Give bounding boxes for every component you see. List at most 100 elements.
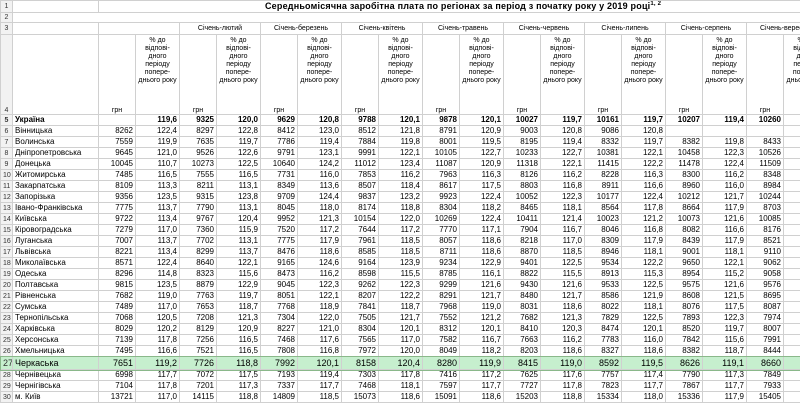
- percent-cell[interactable]: 120,9: [460, 159, 504, 170]
- percent-cell[interactable]: 122,2: [622, 258, 666, 269]
- salary-cell[interactable]: 7582: [423, 335, 460, 346]
- salary-cell[interactable]: 10085: [747, 214, 784, 225]
- percent-cell[interactable]: 121,0: [136, 148, 180, 159]
- row-number[interactable]: 30: [1, 392, 13, 403]
- salary-cell[interactable]: 9878: [423, 115, 460, 126]
- percent-cell[interactable]: 117,0: [136, 225, 180, 236]
- salary-cell[interactable]: 7972: [342, 346, 379, 357]
- percent-cell[interactable]: 121,6: [784, 214, 800, 225]
- percent-cell[interactable]: 119,1: [703, 357, 747, 370]
- percent-cell[interactable]: 116,8: [541, 181, 585, 192]
- percent-cell[interactable]: 117,5: [460, 181, 504, 192]
- percent-cell[interactable]: 118,6: [541, 302, 585, 313]
- salary-cell[interactable]: 9645: [99, 148, 136, 159]
- percent-cell[interactable]: 117,0: [541, 236, 585, 247]
- month-header[interactable]: Січень-серпень: [666, 23, 747, 35]
- percent-cell[interactable]: 113,4: [136, 214, 180, 225]
- percent-cell[interactable]: 119,5: [460, 137, 504, 148]
- percent-cell[interactable]: 116,2: [703, 170, 747, 181]
- percent-cell[interactable]: 117,2: [784, 370, 800, 381]
- percent-cell[interactable]: 122,1: [217, 258, 261, 269]
- percent-cell[interactable]: 113,4: [136, 247, 180, 258]
- percent-cell[interactable]: 113,1: [217, 203, 261, 214]
- percent-cell[interactable]: 119,0: [460, 302, 504, 313]
- percent-cell[interactable]: 116,6: [136, 346, 180, 357]
- salary-cell[interactable]: 7559: [99, 137, 136, 148]
- percent-cell[interactable]: 120,2: [136, 324, 180, 335]
- percent-cell[interactable]: 122,4: [460, 192, 504, 203]
- salary-cell[interactable]: 9576: [747, 280, 784, 291]
- percent-cell[interactable]: 118,9: [784, 357, 800, 370]
- percent-cell[interactable]: 123,9: [379, 258, 423, 269]
- salary-cell[interactable]: 14115: [180, 392, 217, 403]
- percent-cell[interactable]: 117,3: [217, 381, 261, 392]
- percent-cell[interactable]: 122,5: [622, 280, 666, 291]
- percent-cell[interactable]: 116,2: [541, 170, 585, 181]
- salary-cell[interactable]: 10105: [423, 148, 460, 159]
- salary-cell[interactable]: 6998: [99, 370, 136, 381]
- percent-cell[interactable]: 117,1: [460, 225, 504, 236]
- row-number[interactable]: 9: [1, 159, 13, 170]
- salary-cell[interactable]: 10411: [504, 214, 541, 225]
- salary-cell[interactable]: 7139: [99, 335, 136, 346]
- percent-cell[interactable]: 122,9: [217, 280, 261, 291]
- salary-cell[interactable]: 8211: [180, 181, 217, 192]
- percent-cell[interactable]: 118,2: [460, 203, 504, 214]
- percent-cell[interactable]: 119,6: [136, 115, 180, 126]
- salary-cell[interactable]: 8640: [180, 258, 217, 269]
- percent-cell[interactable]: 121,7: [541, 291, 585, 302]
- salary-cell[interactable]: 8332: [585, 137, 622, 148]
- salary-cell[interactable]: 7790: [180, 203, 217, 214]
- percent-cell[interactable]: 113,7: [217, 247, 261, 258]
- salary-cell[interactable]: 7555: [180, 170, 217, 181]
- salary-cell[interactable]: 8617: [423, 181, 460, 192]
- salary-cell[interactable]: 9430: [504, 280, 541, 291]
- percent-cell[interactable]: 121,3: [298, 214, 342, 225]
- salary-cell[interactable]: 8109: [99, 181, 136, 192]
- salary-cell[interactable]: 8439: [666, 236, 703, 247]
- salary-cell[interactable]: 8660: [747, 357, 784, 370]
- salary-cell[interactable]: 8598: [342, 269, 379, 280]
- percent-cell[interactable]: 121,3: [217, 313, 261, 324]
- row-number[interactable]: 28: [1, 370, 13, 381]
- salary-cell[interactable]: 8382: [666, 137, 703, 148]
- percent-cell[interactable]: 115,2: [703, 269, 747, 280]
- region-name-cell[interactable]: Запорізька: [13, 192, 99, 203]
- percent-cell[interactable]: 121,4: [541, 214, 585, 225]
- salary-cell[interactable]: 8626: [666, 357, 703, 370]
- salary-cell[interactable]: 8174: [342, 203, 379, 214]
- salary-cell[interactable]: 7521: [180, 346, 217, 357]
- percent-cell[interactable]: 117,3: [703, 370, 747, 381]
- percent-cell[interactable]: 117,0: [136, 302, 180, 313]
- percent-cell[interactable]: 113,7: [136, 236, 180, 247]
- salary-cell[interactable]: 7565: [342, 335, 379, 346]
- percent-cell[interactable]: 117,2: [460, 370, 504, 381]
- salary-cell[interactable]: 7933: [747, 381, 784, 392]
- row-number[interactable]: 13: [1, 203, 13, 214]
- salary-cell[interactable]: 7068: [99, 313, 136, 324]
- salary-cell[interactable]: [99, 115, 136, 126]
- salary-cell[interactable]: 7904: [504, 225, 541, 236]
- percent-cell[interactable]: 120,1: [379, 115, 423, 126]
- percent-cell[interactable]: 122,5: [622, 313, 666, 324]
- salary-cell[interactable]: 15334: [585, 392, 622, 403]
- percent-cell[interactable]: 119,0: [541, 357, 585, 370]
- percent-cell[interactable]: 115,1: [784, 269, 800, 280]
- salary-cell[interactable]: 10269: [423, 214, 460, 225]
- percent-cell[interactable]: 116,3: [460, 170, 504, 181]
- percent-cell[interactable]: 120,9: [217, 324, 261, 335]
- salary-cell[interactable]: 8227: [261, 324, 298, 335]
- salary-cell[interactable]: 8480: [504, 291, 541, 302]
- percent-cell[interactable]: 116,6: [703, 225, 747, 236]
- percent-cell[interactable]: 118,8: [217, 357, 261, 370]
- salary-cell[interactable]: 7757: [585, 370, 622, 381]
- percent-cell[interactable]: 120,8: [298, 115, 342, 126]
- salary-cell[interactable]: 8564: [585, 203, 622, 214]
- salary-cell[interactable]: 8586: [585, 291, 622, 302]
- salary-cell[interactable]: 10027: [504, 115, 541, 126]
- percent-cell[interactable]: 120,4: [217, 214, 261, 225]
- percent-cell[interactable]: 118,7: [379, 302, 423, 313]
- cell[interactable]: [13, 13, 800, 23]
- salary-cell[interactable]: 7104: [99, 381, 136, 392]
- salary-cell[interactable]: 8031: [504, 302, 541, 313]
